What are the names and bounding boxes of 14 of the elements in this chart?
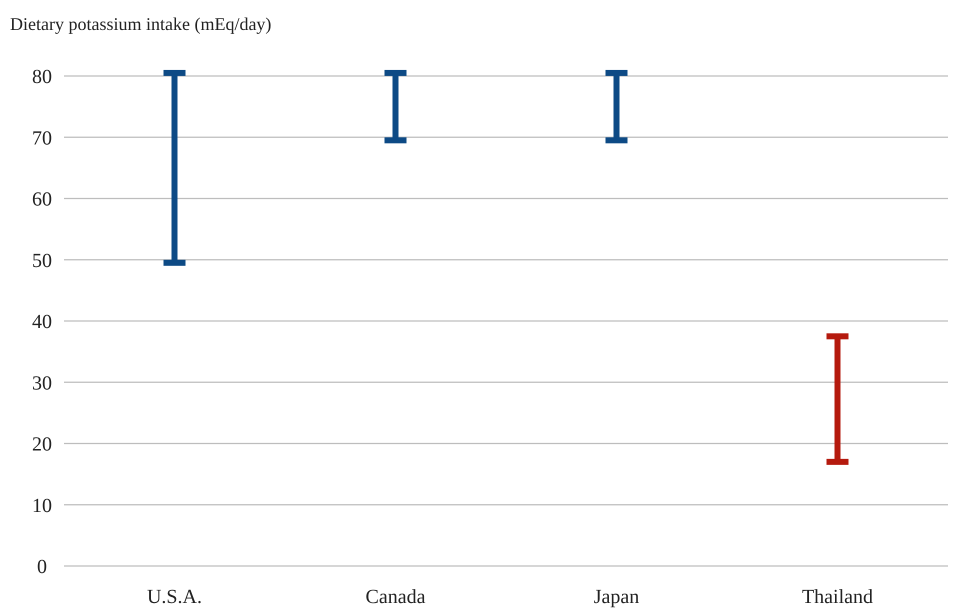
y-tick-label: 70 [32, 127, 52, 150]
y-tick-label: 10 [32, 494, 52, 517]
x-tick-label: Canada [366, 586, 426, 608]
y-tick-label: 0 [37, 556, 47, 578]
x-tick-label: Thailand [802, 586, 874, 608]
x-tick-label: U.S.A. [146, 586, 202, 608]
y-tick-label: 20 [32, 434, 52, 456]
y-tick-label: 60 [32, 188, 52, 210]
y-tick-label: 50 [32, 250, 52, 272]
y-tick-label: 30 [32, 372, 52, 394]
y-tick-label: 80 [32, 66, 52, 88]
x-tick-label: Japan [594, 586, 640, 608]
y-tick-label: 40 [32, 311, 52, 333]
y-axis-title: Dietary potassium intake (mEq/day) [10, 14, 272, 34]
